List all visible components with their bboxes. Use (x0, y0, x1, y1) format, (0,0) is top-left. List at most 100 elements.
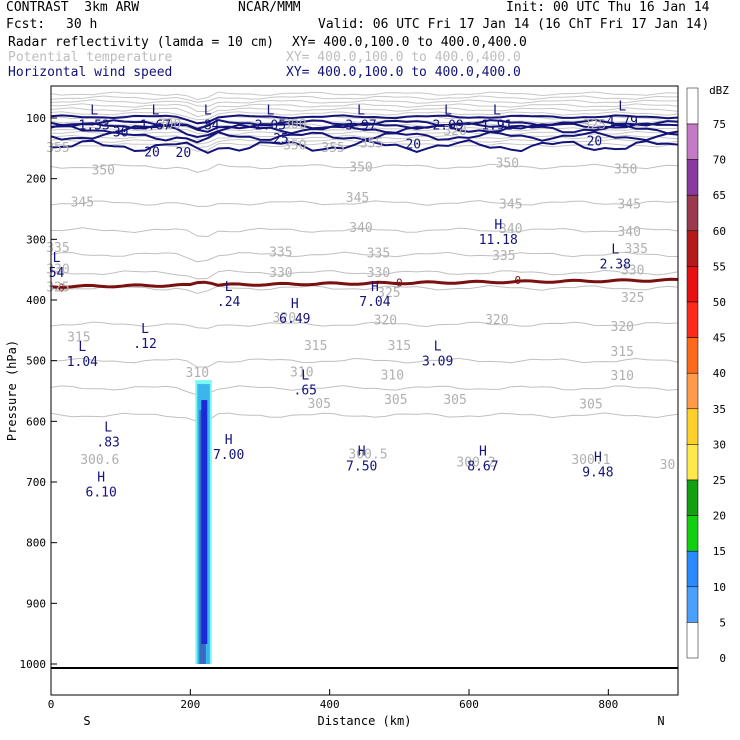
zero-contour-line (50, 277, 679, 289)
y-tick-label: 400 (26, 294, 46, 307)
theta-label: 350 (283, 139, 306, 154)
theta-contour-320 (50, 321, 679, 329)
field-xy-theta: XY= 400.0,100.0 to 400.0,400.0 (286, 50, 521, 65)
north-endpoint-label: N (657, 714, 664, 728)
colorbar-level-label: 10 (713, 581, 726, 594)
model-title: CONTRAST 3km ARW (6, 0, 140, 15)
wind-contour-20 (50, 114, 679, 125)
colorbar-level-label: 50 (713, 296, 726, 309)
reflectivity-column (195, 380, 212, 664)
wind-contours (50, 114, 679, 154)
colorbar-bin (686, 479, 699, 516)
field-name-reflectivity: Radar reflectivity (lamda = 10 cm) (8, 35, 275, 50)
theta-label: 340 (499, 222, 522, 237)
wind-contour-20 (50, 123, 679, 139)
colorbar-level-label: 55 (713, 260, 726, 273)
theta-label: 305 (384, 393, 407, 408)
field-name-wind: Horizontal wind speed (8, 65, 173, 80)
low-marker: L (53, 251, 61, 266)
theta-label: 330 (621, 264, 644, 279)
colorbar-level-label: 40 (713, 367, 726, 380)
theta-label: 300.1 (571, 453, 610, 468)
low-marker: L (301, 368, 309, 383)
zero-contour-label: 0 (514, 274, 521, 287)
colorbar-bin (686, 515, 699, 552)
theta-contour-315 (50, 357, 679, 368)
colorbar-bin (686, 444, 699, 481)
theta-label: 310 (186, 366, 209, 381)
stratosphere-contour (50, 107, 679, 118)
y-tick-label: 300 (26, 233, 46, 246)
colorbar-level-label: 0 (719, 652, 726, 665)
theta-label: 355 (46, 141, 69, 156)
x-tick-label: 200 (180, 698, 200, 711)
low-marker: L (104, 421, 112, 436)
extremum-value: .24 (217, 295, 241, 310)
theta-label: 305 (579, 398, 602, 413)
wind-label: 30 (113, 125, 129, 140)
low-marker: L (267, 103, 275, 118)
wind-contour-20 (50, 139, 679, 154)
stratosphere-contour (50, 111, 679, 121)
colorbar-bin (686, 301, 699, 338)
extremum-value: .12 (133, 337, 156, 352)
stratosphere-contour (50, 103, 679, 112)
theta-label: 300 (158, 117, 181, 132)
y-axis-label: Pressure (hPa) (5, 340, 19, 441)
low-marker: L (78, 340, 86, 355)
fcst-label: Fcst: (6, 17, 46, 32)
theta-label: 335 (624, 242, 647, 257)
theta-label: 325 (46, 281, 69, 296)
wind-label: 25 (273, 132, 289, 147)
theta-label: 300 (283, 117, 306, 132)
low-marker: L (434, 339, 442, 354)
extremum-value: 2.38 (600, 257, 631, 272)
x-tick-label: 400 (320, 698, 340, 711)
colorbar-bin (686, 586, 699, 623)
high-marker: H (291, 297, 299, 312)
extremum-value: 3.97 (345, 118, 376, 133)
extremum-value: 1.53 (79, 118, 110, 133)
theta-label: 355 (321, 141, 344, 156)
colorbar-bin (686, 194, 699, 232)
wind-label: 20 (587, 134, 603, 149)
theta-label: 335 (492, 249, 515, 264)
theta-label: 340 (617, 225, 640, 240)
low-marker: L (152, 103, 160, 118)
theta-contour-335 (50, 251, 679, 263)
colorbar-bin (686, 123, 699, 160)
colorbar-bin (686, 622, 699, 659)
extremum-value: .65 (294, 383, 317, 398)
theta-contour-325 (50, 284, 679, 294)
theta-label: 300.6 (80, 453, 119, 468)
plot-frame (50, 85, 679, 696)
high-marker: H (97, 470, 105, 485)
theta-label: 310 (290, 366, 313, 381)
theta-label: 315 (67, 330, 90, 345)
extremum-value: 6.49 (279, 312, 310, 327)
theta-label: 345 (71, 196, 94, 211)
extremum-value: 3.09 (422, 354, 453, 369)
theta-contour-350 (50, 163, 679, 173)
theta-label: 315 (611, 345, 634, 360)
theta-label: 330 (46, 262, 69, 277)
y-tick-label: 200 (26, 173, 46, 186)
stratosphere-contour (50, 95, 678, 103)
theta-label: 335 (46, 241, 69, 256)
theta-label: 345 (499, 198, 522, 213)
extremum-value: 2.09 (432, 118, 463, 133)
theta-label: 300.2 (456, 455, 495, 470)
fcst-value: 30 h (66, 17, 98, 32)
theta-label: 320 (485, 313, 508, 328)
y-tick-label: 100 (26, 112, 46, 125)
theta-label: 350 (92, 164, 115, 179)
extremum-value: 7.50 (346, 459, 377, 474)
contour-labels: 350 350 350 350 345 345 345 345 340 340 340 335 335 3… (46, 117, 675, 472)
extremum-value: 1.04 (67, 355, 98, 370)
reflectivity-20dbz (201, 400, 208, 644)
wind-label: 20 (405, 137, 421, 152)
extremum-value: 2.05 (255, 118, 286, 133)
theta-label: 345 (617, 198, 640, 213)
colorbar-bin (686, 372, 699, 410)
